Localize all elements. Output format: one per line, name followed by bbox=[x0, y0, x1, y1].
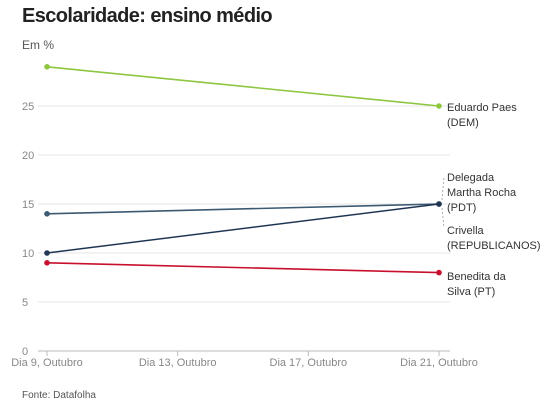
y-tick-label: 15 bbox=[22, 199, 34, 211]
x-tick-label: Dia 17, Outubro bbox=[270, 357, 348, 369]
series-end-label: Delegada Martha Rocha (PDT) bbox=[447, 172, 517, 214]
x-tick-label: Dia 13, Outubro bbox=[139, 357, 217, 369]
series-line bbox=[46, 203, 440, 254]
y-tick-label: 25 bbox=[22, 101, 34, 113]
series-end-label: Benedita da Silva (PT) bbox=[447, 271, 507, 298]
chart-unit-label: Em % bbox=[22, 38, 55, 52]
series-end-label: Eduardo Paes (DEM) bbox=[447, 102, 517, 129]
y-tick-label: 10 bbox=[22, 248, 34, 260]
x-tick-label: Dia 21, Outubro bbox=[400, 357, 478, 369]
data-point bbox=[44, 64, 50, 70]
chart-source: Fonte: Datafolha bbox=[22, 390, 96, 401]
data-point bbox=[436, 269, 442, 276]
leader-line bbox=[441, 176, 445, 201]
x-tick-label: Dia 9, Outubro bbox=[11, 357, 83, 369]
y-tick-label: 0 bbox=[22, 346, 28, 358]
data-point bbox=[44, 260, 50, 266]
y-tick-label: 20 bbox=[22, 150, 34, 162]
data-point bbox=[436, 201, 442, 207]
series-line bbox=[46, 66, 440, 107]
chart-title: Escolaridade: ensino médio bbox=[22, 5, 273, 27]
leader-line bbox=[441, 207, 445, 229]
y-tick-label: 5 bbox=[22, 297, 28, 309]
series-line bbox=[46, 262, 440, 274]
series-line bbox=[46, 203, 440, 215]
data-point bbox=[436, 103, 442, 109]
data-point bbox=[44, 211, 50, 217]
series-end-label: Crivella (REPUBLICANOS) bbox=[447, 225, 541, 252]
data-point bbox=[44, 250, 50, 256]
